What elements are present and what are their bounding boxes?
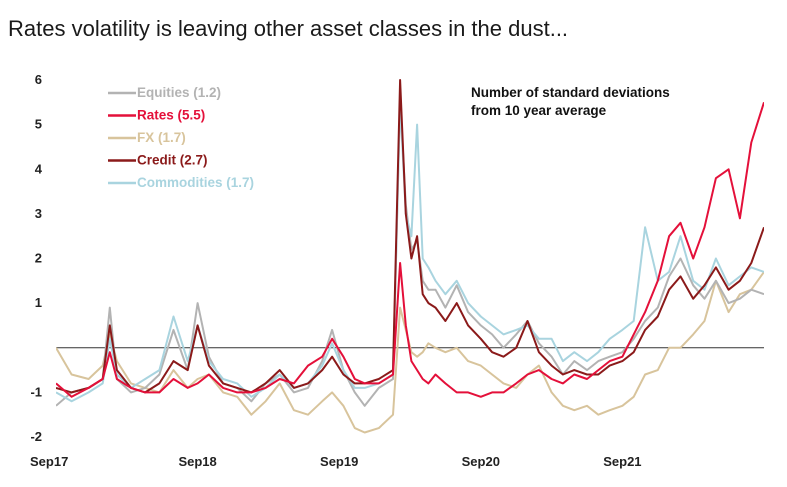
y-tick-label: 5 — [35, 117, 42, 132]
y-tick-label: 6 — [35, 72, 42, 87]
series-layer — [56, 79, 764, 434]
series-line-commodities — [56, 101, 764, 403]
x-tick-label: Sep18 — [178, 454, 216, 469]
legend-label: Equities (1.2) — [137, 85, 221, 100]
x-tick-label: Sep20 — [462, 454, 500, 469]
y-tick-label: 4 — [35, 161, 43, 176]
x-tick-label: Sep19 — [320, 454, 358, 469]
annotation-line-1: Number of standard deviations — [471, 85, 670, 100]
legend-label: FX (1.7) — [137, 130, 186, 145]
legend: Equities (1.2) Rates (5.5) FX (1.7) Credit … — [108, 85, 254, 190]
series-line-rates — [56, 101, 764, 398]
y-tick-label: -1 — [30, 384, 42, 399]
y-axis: 6 5 4 3 2 1 -1 -2 — [30, 72, 42, 444]
y-tick-label: 3 — [35, 206, 42, 221]
x-tick-label: Sep17 — [30, 454, 68, 469]
y-tick-label: 2 — [35, 251, 42, 266]
y-tick-label: -2 — [30, 429, 42, 444]
x-axis: Sep17 Sep18 Sep19 Sep20 Sep21 — [30, 454, 642, 469]
annotation-line-2: from 10 year average — [471, 103, 607, 118]
legend-label: Commodities (1.7) — [137, 175, 254, 190]
series-line-credit — [56, 79, 764, 394]
y-tick-label: 1 — [35, 295, 42, 310]
chart-title: Rates volatility is leaving other asset … — [8, 16, 569, 41]
legend-label: Rates (5.5) — [137, 108, 205, 123]
legend-label: Credit (2.7) — [137, 153, 208, 168]
x-tick-label: Sep21 — [603, 454, 641, 469]
